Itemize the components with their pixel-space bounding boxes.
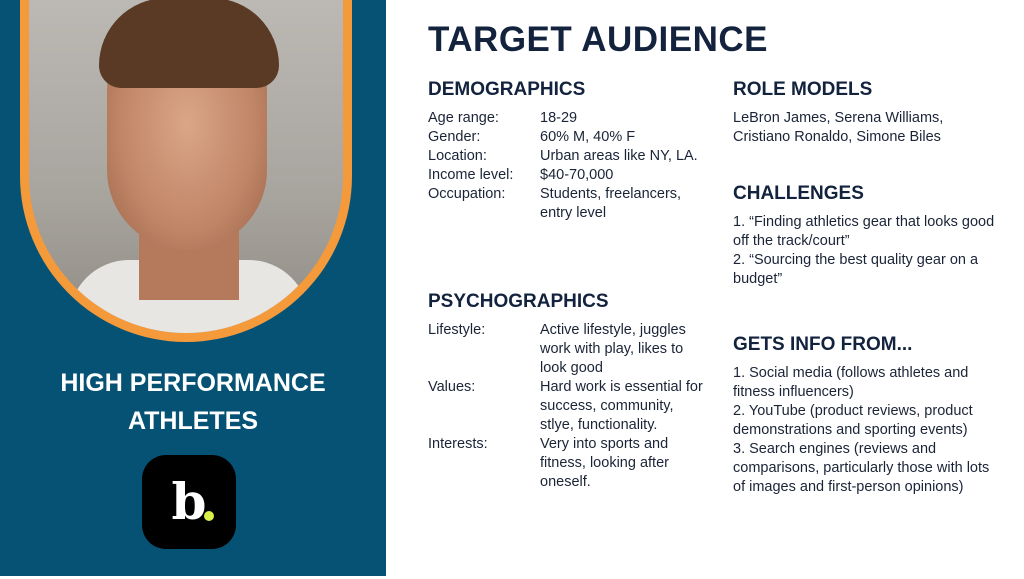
psychographics-heading: PSYCHOGRAPHICS (428, 291, 609, 312)
row-label: Interests: (428, 436, 488, 452)
challenges-heading: CHALLENGES (733, 183, 864, 204)
persona-photo (20, 0, 352, 342)
info-sources-heading: GETS INFO FROM... (733, 334, 913, 355)
persona-name-line1: HIGH PERFORMANCE (60, 369, 326, 397)
demographics-row: Location: Urban areas like NY, LA. (428, 147, 718, 166)
row-value: Students, freelancers, entry level (540, 186, 682, 221)
demographics-row: Occupation: Students, freelancers, entry … (428, 185, 718, 223)
psychographics-section: PSYCHOGRAPHICS Lifestyle: Active lifestyl… (428, 292, 718, 492)
role-models-heading: ROLE MODELS (733, 79, 873, 100)
row-label: Location: (428, 148, 487, 164)
role-models-section: ROLE MODELS LeBron James, Serena William… (733, 80, 1003, 147)
info-source-item: 2. YouTube (product reviews, product dem… (733, 403, 973, 438)
row-value: Urban areas like NY, LA. (540, 148, 698, 164)
hair (99, 0, 279, 88)
logo-dot (204, 511, 214, 521)
row-value: Hard work is essential for success, comm… (540, 379, 703, 433)
row-value: 18-29 (540, 110, 578, 126)
psychographics-row: Interests: Very into sports and fitness, … (428, 435, 718, 492)
demographics-section: DEMOGRAPHICS Age range: 18-29 Gender: 60% M… (428, 80, 718, 223)
row-label: Lifestyle: (428, 322, 486, 338)
row-value: $40-70,000 (540, 167, 614, 183)
demographics-heading: DEMOGRAPHICS (428, 79, 586, 100)
challenges-section: CHALLENGES 1. “Finding athletics gear th… (733, 184, 1003, 289)
logo-letter: b (171, 472, 207, 531)
persona-name-line2: ATHLETES (127, 407, 259, 435)
persona-name: HIGH PERFORMANCE ATHLETES (0, 364, 386, 440)
challenge-item: 2. “Sourcing the best quality gear on a … (733, 252, 979, 287)
psychographics-row: Lifestyle: Active lifestyle, juggles work… (428, 321, 718, 378)
row-value: 60% M, 40% F (540, 129, 636, 145)
brand-logo: b (142, 455, 236, 549)
info-source-item: 1. Social media (follows athletes and fi… (733, 365, 969, 400)
row-label: Income level: (428, 167, 514, 183)
row-label: Age range: (428, 110, 499, 126)
demographics-row: Gender: 60% M, 40% F (428, 128, 718, 147)
row-label: Values: (428, 379, 476, 395)
row-label: Gender: (428, 129, 481, 145)
challenge-item: 1. “Finding athletics gear that looks go… (733, 214, 995, 249)
info-source-item: 3. Search engines (reviews and compariso… (733, 441, 990, 495)
demographics-row: Income level: $40-70,000 (428, 166, 718, 185)
page-title: TARGET AUDIENCE (428, 20, 768, 59)
row-value: Very into sports and fitness, looking af… (540, 436, 669, 490)
row-label: Occupation: (428, 186, 506, 202)
demographics-row: Age range: 18-29 (428, 109, 718, 128)
info-sources-section: GETS INFO FROM... 1. Social media (follo… (733, 335, 998, 497)
psychographics-row: Values: Hard work is essential for succes… (428, 378, 718, 435)
row-value: Active lifestyle, juggles work with play… (540, 322, 686, 376)
role-models-text: LeBron James, Serena Williams, Cristiano… (733, 110, 944, 145)
persona-panel: HIGH PERFORMANCE ATHLETES b (0, 0, 386, 576)
